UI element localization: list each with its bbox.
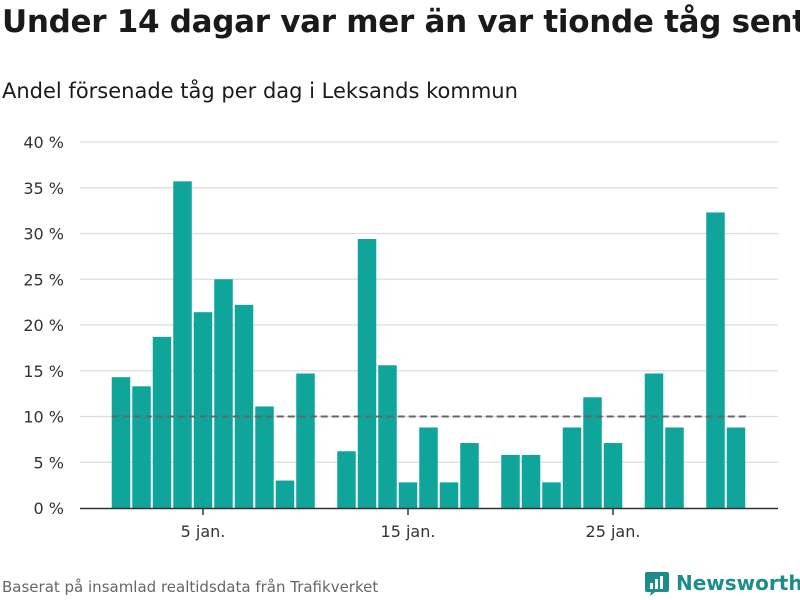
- bar: [193, 312, 213, 508]
- bar: [357, 238, 377, 509]
- bar: [521, 454, 541, 508]
- bar: [583, 397, 602, 508]
- bar: [398, 482, 418, 508]
- y-tick-label: 35 %: [23, 179, 64, 198]
- x-tick-label: 5 jan.: [181, 522, 226, 541]
- y-axis-labels: 0 % 5 % 10 % 15 % 20 % 25 % 30 % 35 % 40 %: [23, 133, 64, 518]
- bar: [562, 427, 582, 508]
- y-tick-label: 5 %: [34, 453, 64, 472]
- y-tick-label: 0 %: [34, 499, 64, 518]
- x-tick-label: 25 jan.: [586, 522, 641, 541]
- bar: [152, 336, 172, 508]
- y-tick-label: 10 %: [23, 408, 64, 427]
- y-tick-label: 25 %: [23, 270, 64, 289]
- y-tick-label: 30 %: [23, 225, 64, 244]
- y-tick-label: 15 %: [23, 362, 64, 381]
- bar: [501, 454, 520, 508]
- bar: [111, 377, 131, 508]
- bar: [706, 212, 725, 508]
- bar: [173, 181, 192, 508]
- bar: [665, 427, 684, 508]
- bar: [419, 427, 438, 508]
- brand-logo: Newsworthy: [644, 570, 800, 596]
- bar: [296, 373, 315, 508]
- grid-lines: [80, 141, 778, 463]
- source-note: Baserat på insamlad realtidsdata från Tr…: [2, 578, 379, 596]
- chart-subtitle: Andel försenade tåg per dag i Leksands k…: [2, 79, 518, 103]
- x-axis: 5 jan. 15 jan. 25 jan.: [80, 507, 778, 541]
- brand-name: Newsworthy: [676, 571, 800, 595]
- bar: [132, 386, 151, 508]
- bar: [644, 373, 664, 508]
- bar: [337, 451, 356, 508]
- bar: [255, 406, 274, 508]
- bar: [460, 443, 479, 508]
- bar: [234, 304, 254, 508]
- bar: [439, 482, 459, 508]
- bar: [214, 279, 233, 508]
- bar: [726, 427, 746, 508]
- y-tick-label: 40 %: [23, 133, 64, 152]
- bar: [378, 365, 397, 508]
- bar: [603, 443, 623, 508]
- chart-title: Under 14 dagar var mer än var tionde tåg…: [2, 4, 800, 40]
- y-tick-label: 20 %: [23, 316, 64, 335]
- bar: [275, 480, 295, 508]
- bar-chart-logo-icon: [645, 572, 669, 596]
- x-tick-label: 15 jan.: [381, 522, 436, 541]
- bars: [111, 181, 746, 509]
- bar: [542, 482, 561, 508]
